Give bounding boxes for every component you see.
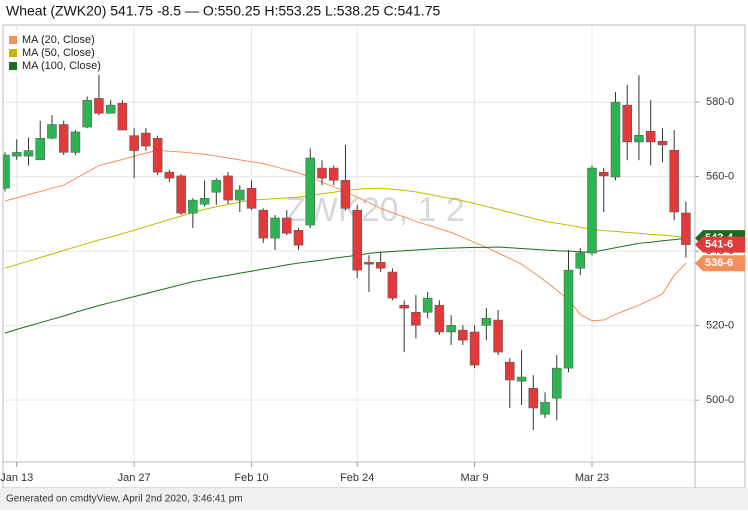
ma-line [4,237,686,334]
x-tick-label: Feb 24 [340,472,374,484]
candle-body [375,262,386,269]
candle-body [70,131,81,153]
candle-body [552,367,562,399]
y-tick-label: 580-0 [706,96,734,108]
candle-body [176,175,186,214]
candle-body [422,297,433,313]
footer-band [0,488,748,510]
candle-body [622,104,632,143]
y-tick-label: 560-0 [706,171,734,183]
candle-body [681,212,691,245]
candle-body [387,271,398,299]
candle-body [223,175,233,201]
candle-body [199,197,210,205]
candle-body [657,140,668,146]
candle-body [352,209,362,271]
candle-body [258,209,269,239]
candle-body [317,167,327,179]
candle-body [82,100,92,128]
candle-body [293,230,304,246]
candle-body [634,135,644,143]
candle-body [563,269,574,369]
candle-body [211,180,222,193]
candle-body [434,304,445,333]
candle-body [399,304,409,309]
candle-body [446,325,456,333]
candle-body [58,124,69,153]
candle-body [528,387,539,409]
legend-swatch [9,49,17,57]
x-tick-label: Feb 10 [234,472,268,484]
candle-body [364,262,374,265]
candle-body [540,402,550,415]
candle-body [587,167,597,254]
candle-body [481,317,492,326]
candle-body [11,152,22,157]
candle-body [246,187,257,209]
x-tick-label: Jan 13 [0,472,33,484]
candle-body [669,149,679,213]
legend-swatch [9,36,17,44]
chart-title: Wheat (ZWK20) 541.75 -8.5 — O:550.25 H:5… [6,3,440,19]
price-label-box [695,236,745,253]
legend-label: MA (100, Close) [22,60,101,72]
candle-body [575,252,586,269]
legend-swatch [9,62,17,70]
candle-body [645,130,656,143]
candle-body [282,217,292,234]
legend: MA (20, Close)MA (50, Close)MA (100, Clo… [5,31,113,75]
candle-body [105,104,116,114]
x-tick-label: Mar 9 [461,472,489,484]
footer: Generated on cmdtyView, April 2nd 2020, … [6,494,243,505]
x-tick-label: Mar 23 [575,472,609,484]
candle-body [469,331,480,366]
candle-body [505,361,515,381]
candle-body [141,132,151,147]
price-label: 541-6 [705,239,733,251]
watermark: ZWK20, 1 2 [285,191,465,229]
candle-body [340,180,351,209]
legend-label: MA (20, Close) [22,34,95,46]
candle-body [493,319,503,353]
candle-body [47,124,57,139]
candle-body [305,157,315,226]
x-tick-label: Jan 27 [118,472,151,484]
plot [3,57,691,430]
candle-body [598,171,609,177]
candle-body [188,199,198,214]
candle-body [610,101,621,178]
candle-body [152,138,163,173]
candle-body [270,217,280,239]
candle-body [35,138,45,161]
y-tick-label: 500-0 [706,394,734,406]
legend-label: MA (50, Close) [22,47,95,59]
candle-body [328,167,339,181]
candle-body [117,102,128,131]
candle-body [458,329,468,341]
legend-box [5,31,113,75]
y-tick-label: 520-0 [706,320,734,332]
candle-body [129,135,139,151]
price-label: 536-6 [705,257,733,269]
candle-body [164,171,175,179]
candle-body [23,150,34,157]
price-label-box [695,255,745,272]
candle-body [3,154,10,189]
candle-body [516,376,527,382]
candle-body [94,98,104,114]
candle-body [235,189,245,201]
candle-body [411,311,421,326]
